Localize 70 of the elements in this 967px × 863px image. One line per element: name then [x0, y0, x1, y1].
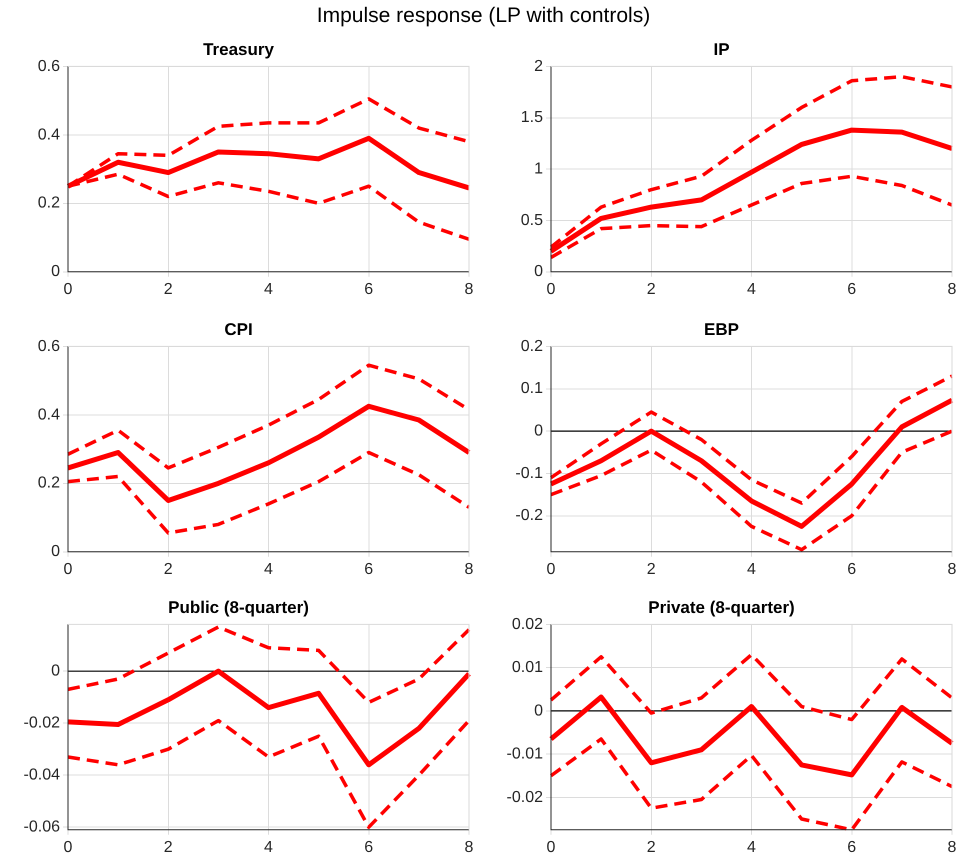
line-series	[66, 625, 471, 704]
y-tick-label: 0	[51, 543, 60, 560]
y-tick-label: 0.2	[38, 474, 60, 492]
y-tick-label: 0	[534, 422, 544, 440]
x-tick-label: 0	[546, 280, 556, 298]
chart-title: CPI	[224, 320, 253, 339]
line-series	[549, 429, 954, 552]
y-tick-label: -0.02	[24, 714, 60, 732]
chart-title: EBP	[704, 320, 739, 339]
x-tick-label: 8	[464, 280, 474, 298]
y-tick-label: 0.4	[38, 126, 60, 144]
x-tick-label: 0	[64, 838, 73, 856]
x-tick-label: 2	[646, 838, 656, 856]
chart-title: IP	[713, 40, 730, 59]
x-tick-label: 6	[847, 560, 856, 578]
x-tick-label: 4	[264, 838, 274, 856]
y-tick-label: 0.4	[38, 406, 60, 424]
x-tick-label: 8	[948, 560, 957, 578]
y-tick-label: -0.2	[515, 507, 544, 524]
text: Impulse response (LP with controls)	[316, 4, 652, 28]
y-tick-label: -0.04	[24, 766, 60, 784]
x-tick-label: 4	[264, 560, 274, 578]
y-tick-label: -0.1	[515, 464, 544, 482]
line-series	[549, 652, 954, 722]
x-tick-label: 6	[847, 838, 856, 856]
x-tick-label: 8	[948, 280, 957, 298]
x-tick-label: 6	[364, 280, 374, 298]
y-tick-label: 0.5	[520, 212, 544, 229]
x-tick-label: 0	[546, 838, 556, 856]
y-tick-label: 2	[534, 58, 544, 75]
x-tick-label: 6	[364, 838, 374, 856]
x-tick-label: 0	[546, 560, 556, 578]
y-tick-label: 0.2	[38, 194, 60, 212]
y-tick-label: 0	[51, 662, 60, 680]
chart-title: Public (8-quarter)	[168, 598, 309, 617]
y-tick-label: -0.06	[24, 818, 60, 836]
x-tick-label: 4	[747, 280, 756, 298]
x-tick-label: 2	[164, 838, 173, 856]
line-series	[66, 450, 471, 535]
y-tick-label: 0	[534, 702, 544, 720]
y-tick-label: 0.02	[512, 616, 544, 633]
chart-title: Private (8-quarter)	[648, 598, 795, 617]
y-tick-label: 0	[51, 263, 60, 280]
y-tick-label: 1	[534, 160, 544, 178]
x-tick-label: 0	[64, 560, 73, 578]
x-tick-label: 2	[646, 560, 656, 578]
x-tick-label: 0	[64, 280, 73, 298]
x-tick-label: 8	[464, 838, 474, 856]
x-tick-label: 2	[646, 280, 656, 298]
y-tick-label: 0.6	[38, 58, 60, 75]
y-tick-label: 0.01	[512, 659, 544, 676]
x-tick-label: 4	[264, 280, 274, 298]
x-tick-label: 6	[364, 560, 374, 578]
y-tick-label: 0.1	[520, 380, 544, 398]
y-tick-label: 1.5	[520, 109, 544, 126]
line-series	[549, 737, 954, 832]
y-tick-label: -0.01	[506, 746, 544, 763]
x-tick-label: 6	[847, 280, 856, 298]
x-tick-label: 8	[464, 560, 474, 578]
y-tick-label: -0.02	[506, 788, 544, 806]
chart-title: Treasury	[203, 40, 274, 59]
x-tick-label: 2	[164, 560, 173, 578]
y-tick-label: 0.6	[38, 338, 60, 355]
line-series	[549, 74, 954, 249]
x-tick-label: 4	[747, 838, 756, 856]
y-tick-label: 0	[534, 263, 544, 280]
x-tick-label: 8	[948, 838, 957, 856]
y-tick-label: 0.2	[520, 338, 544, 355]
x-tick-label: 4	[747, 560, 756, 578]
x-tick-label: 2	[164, 280, 173, 298]
